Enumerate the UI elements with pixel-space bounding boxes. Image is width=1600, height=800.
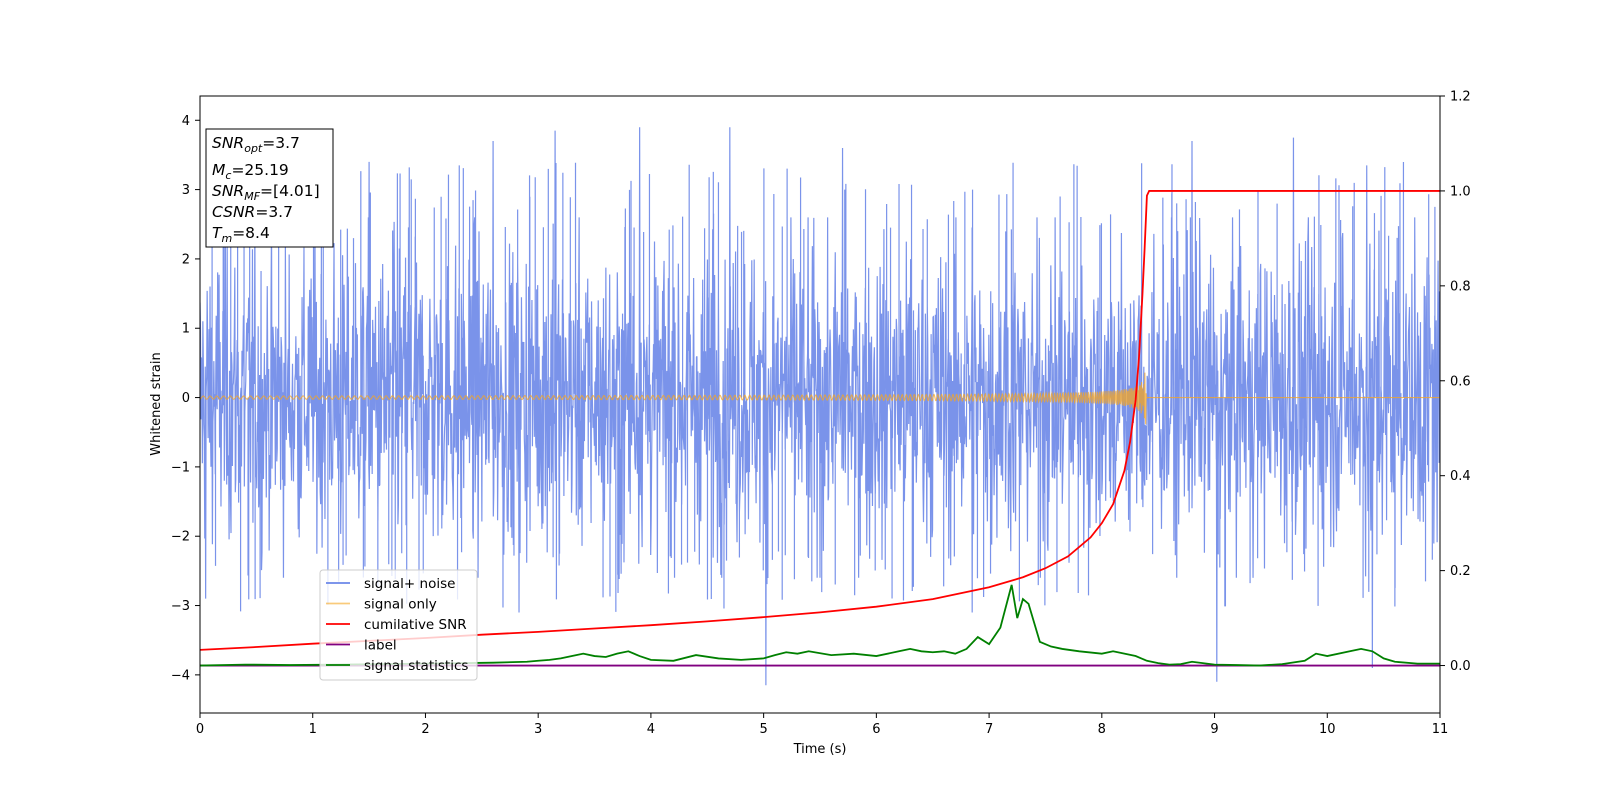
x-tick-label: 0 bbox=[196, 722, 204, 737]
y-tick-label-right: 0.6 bbox=[1450, 374, 1471, 389]
info-line: SNRMF=[4.01] bbox=[212, 182, 320, 203]
y-tick-label-right: 1.0 bbox=[1450, 184, 1471, 199]
legend-label: signal statistics bbox=[364, 658, 468, 674]
series-signal-statistics bbox=[200, 584, 1440, 667]
series-signal-only-line bbox=[200, 372, 1440, 425]
x-tick-label: 8 bbox=[1098, 722, 1106, 737]
legend-label: label bbox=[364, 638, 397, 654]
y-tick-label-left: 1 bbox=[182, 322, 190, 337]
y-tick-label-right: 1.2 bbox=[1450, 90, 1471, 105]
y-tick-label-left: 4 bbox=[182, 114, 190, 129]
plot-frame bbox=[199, 95, 1441, 714]
info-line: CSNR=3.7 bbox=[212, 203, 293, 221]
y-tick-label-left: 0 bbox=[182, 391, 190, 406]
y-tick-label-left: −1 bbox=[171, 460, 190, 475]
series-signal-noise-line bbox=[200, 127, 1440, 686]
y-tick-label-left: −3 bbox=[171, 599, 190, 614]
legend-frame bbox=[319, 569, 478, 681]
x-tick-label: 1 bbox=[309, 722, 317, 737]
y-axis-label: Whitened strain bbox=[149, 352, 164, 455]
info-line: Tm=8.4 bbox=[212, 224, 270, 245]
y-tick-label-right: 0.2 bbox=[1450, 564, 1471, 579]
x-tick-label: 3 bbox=[534, 722, 542, 737]
y-axis-right: 0.0 0.2 0.4 0.6 0.8 1.0 1.2 bbox=[1440, 90, 1471, 674]
series-signal-noise bbox=[200, 127, 1440, 686]
y-tick-label-left: −4 bbox=[171, 668, 190, 683]
series-signal-statistics-line bbox=[200, 584, 1440, 667]
legend-label: cumilative SNR bbox=[364, 617, 467, 633]
info-line: Mc=25.19 bbox=[212, 161, 289, 182]
x-tick-label: 2 bbox=[421, 722, 429, 737]
info-box-frame bbox=[205, 128, 334, 248]
x-tick-label: 11 bbox=[1432, 722, 1449, 737]
x-tick-label: 4 bbox=[647, 722, 655, 737]
y-tick-label-right: 0.4 bbox=[1450, 469, 1471, 484]
y-tick-label-right: 0.8 bbox=[1450, 279, 1471, 294]
info-line: SNRopt=3.7 bbox=[212, 134, 300, 155]
x-tick-label: 9 bbox=[1210, 722, 1218, 737]
x-tick-label: 10 bbox=[1319, 722, 1336, 737]
y-tick-label-left: −2 bbox=[171, 530, 190, 545]
x-tick-label: 5 bbox=[759, 722, 767, 737]
x-axis-label: Time (s) bbox=[793, 742, 847, 757]
legend-label: signal+ noise bbox=[364, 576, 455, 592]
series-signal-only bbox=[200, 372, 1440, 425]
y-tick-label-left: 3 bbox=[182, 183, 190, 198]
y-tick-label-left: 2 bbox=[182, 252, 190, 267]
legend-label: signal only bbox=[364, 597, 437, 613]
x-tick-label: 6 bbox=[872, 722, 880, 737]
legend: signal+ noise signal only cumilative SNR la… bbox=[319, 569, 478, 681]
y-axis-left: −4 −3 −2 −1 0 1 2 3 4 bbox=[171, 114, 200, 683]
y-tick-label-right: 0.0 bbox=[1450, 659, 1471, 674]
x-axis: 0 1 2 3 4 5 6 7 8 9 10 11 bbox=[196, 713, 1448, 737]
x-tick-label: 7 bbox=[985, 722, 993, 737]
